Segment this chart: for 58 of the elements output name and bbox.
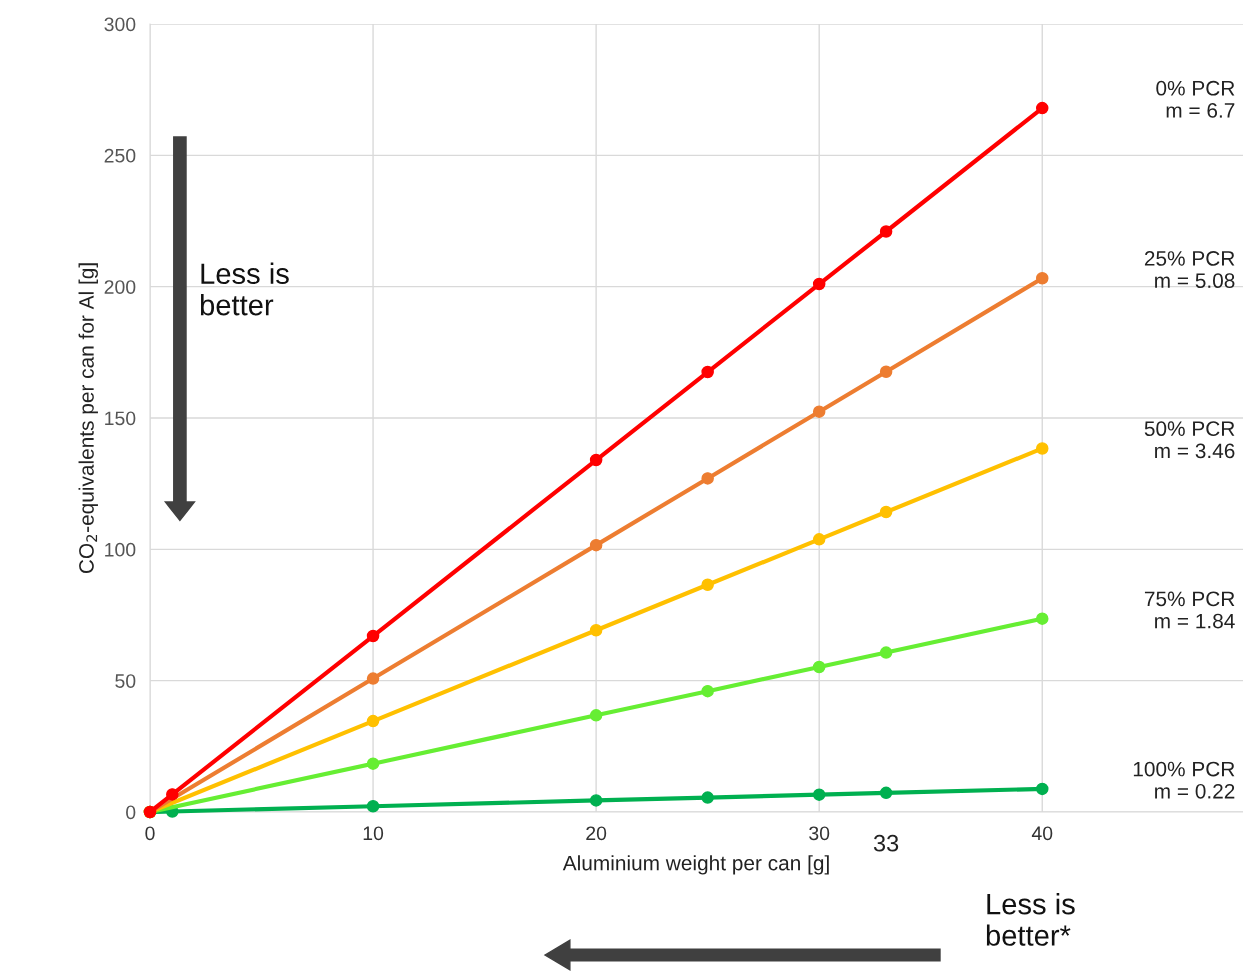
point xyxy=(589,709,603,722)
annotation: m = 3.46 xyxy=(1155,443,1235,459)
y-tick-label: 200 xyxy=(104,280,136,294)
x-axis-title: Aluminium weight per can [g] xyxy=(562,855,829,875)
point xyxy=(812,788,826,801)
y-tick-label: 150 xyxy=(105,411,136,426)
point xyxy=(701,472,714,485)
point xyxy=(812,277,826,291)
text: 25% PCR xyxy=(1144,251,1235,266)
point xyxy=(366,629,380,643)
point xyxy=(589,794,603,807)
point xyxy=(812,660,826,674)
y-axis-title: CO$_{2}$-equivalents per can for Al [g] xyxy=(78,263,98,574)
x-tick-label: 10 xyxy=(363,826,384,841)
point xyxy=(701,365,714,379)
point xyxy=(1035,442,1049,455)
point xyxy=(589,453,603,467)
point xyxy=(812,405,826,418)
point xyxy=(879,225,893,238)
annotation: m = 0.22 xyxy=(1155,783,1235,799)
point xyxy=(1035,612,1049,625)
point xyxy=(366,757,380,770)
point xyxy=(879,365,893,379)
point xyxy=(879,786,893,800)
point xyxy=(879,505,893,519)
x-tick-label: 30 xyxy=(809,826,830,841)
text: 50% PCR xyxy=(1144,421,1235,437)
text: 100% PCR xyxy=(1133,761,1235,777)
point xyxy=(1035,782,1049,796)
x-tick-label: 40 xyxy=(1031,826,1053,841)
text: 75% PCR xyxy=(1144,591,1235,607)
point xyxy=(701,684,714,698)
point xyxy=(166,788,179,801)
text: 0% PCR xyxy=(1156,80,1235,96)
point xyxy=(1035,272,1049,285)
point xyxy=(1035,101,1049,115)
point xyxy=(366,672,380,685)
point xyxy=(366,714,380,728)
x-tick-label: 20 xyxy=(586,826,607,841)
annotation: m = 6.7 xyxy=(1166,103,1235,118)
y-tick-label: 50 xyxy=(115,674,136,688)
annotation: m = 1.84 xyxy=(1155,613,1235,629)
text: Less is better* xyxy=(986,893,1075,946)
point xyxy=(812,533,826,546)
point xyxy=(589,623,603,637)
y-tick-label: 100 xyxy=(105,542,136,557)
annotation: m = 5.08 xyxy=(1155,273,1235,289)
y-tick-label: 300 xyxy=(104,17,136,32)
point xyxy=(589,538,603,552)
x-tick-label: 0 xyxy=(145,826,155,841)
annotation: Less is better xyxy=(200,262,289,316)
y-tick-label: 0 xyxy=(126,805,136,820)
point xyxy=(701,578,714,592)
point xyxy=(701,791,714,804)
point xyxy=(879,646,893,659)
point xyxy=(366,799,380,813)
text: 33 xyxy=(873,834,899,852)
y-tick-label: 250 xyxy=(104,148,136,163)
